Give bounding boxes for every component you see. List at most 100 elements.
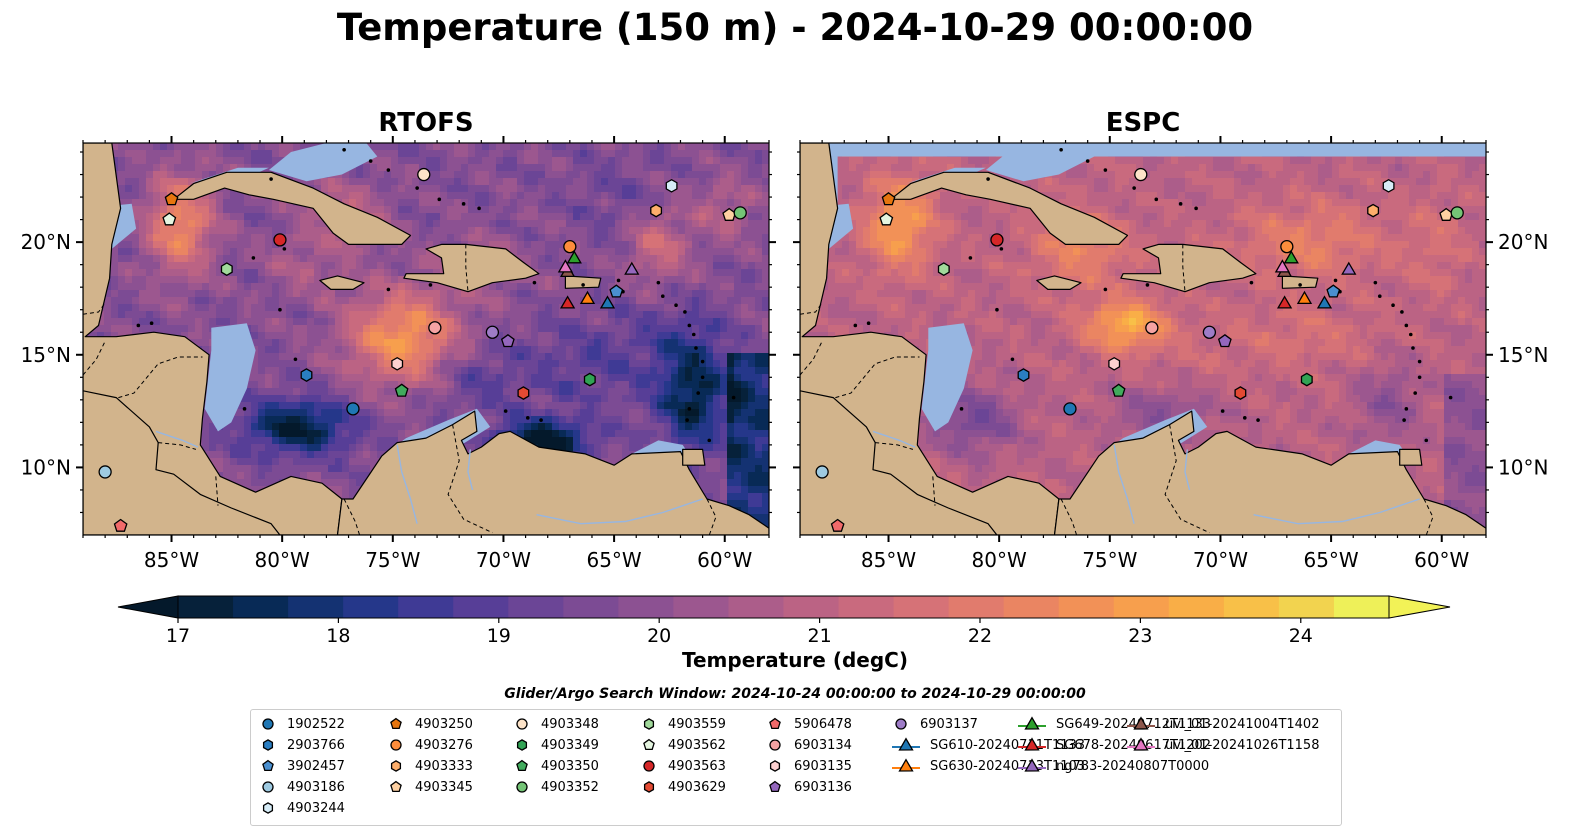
obs-marker-4903559[interactable] (220, 262, 233, 277)
obs-marker-6903134[interactable] (428, 321, 442, 335)
obs-marker-4903350[interactable] (1111, 383, 1126, 397)
obs-marker-4903348[interactable] (1134, 167, 1148, 182)
obs-marker-4903348[interactable] (417, 167, 431, 182)
obs-marker-6903134[interactable] (1145, 321, 1159, 335)
lat-tick-label: 15°N (21, 343, 71, 367)
obs-marker-3902457[interactable] (609, 284, 624, 298)
obs-marker-4903629[interactable] (1234, 386, 1247, 400)
obs-marker-4903244[interactable] (665, 178, 678, 193)
obs-marker-6903137[interactable] (1202, 325, 1217, 339)
island (1298, 283, 1302, 287)
legend-item: 4903244 (259, 798, 345, 818)
legend-label: 4903345 (415, 779, 473, 795)
island (1220, 409, 1225, 413)
obs-marker-4903352[interactable] (733, 206, 747, 220)
obs-marker-SG630-20240713T1103[interactable] (1296, 290, 1313, 305)
legend-item: 6903135 (766, 756, 852, 776)
colorbar-bin (728, 596, 784, 618)
hexagon-marker-icon (262, 739, 274, 751)
river (1253, 498, 1420, 525)
island (1413, 391, 1417, 395)
obs-marker-6903135[interactable] (391, 356, 404, 371)
obs-marker-4903276[interactable] (1280, 239, 1294, 254)
obs-marker-4903563[interactable] (990, 233, 1004, 247)
island (386, 287, 391, 292)
island (136, 323, 141, 328)
obs-marker-4903250[interactable] (164, 191, 179, 206)
obs-marker-4903186[interactable] (815, 465, 829, 479)
obs-marker-SG678-20240617T1202[interactable] (1276, 295, 1293, 309)
pentagon-marker-icon (262, 759, 274, 772)
legend-item: 4903563 (640, 756, 726, 776)
obs-marker-4903186[interactable] (98, 465, 112, 479)
obs-marker-4903333[interactable] (650, 203, 663, 218)
legend-item: SG649-20240712T1133 (1018, 714, 1211, 734)
hexagon-marker-icon (643, 718, 655, 730)
country-border (1060, 498, 1078, 535)
obs-marker-uvi_01-20241026T1158[interactable] (557, 259, 574, 273)
obs-marker-SG649-20240712T1133[interactable] (1283, 250, 1299, 264)
island (415, 186, 419, 190)
colorbar-label: Temperature (degC) (682, 648, 908, 672)
obs-marker-4903562[interactable] (162, 212, 177, 226)
obs-marker-SG630-20240713T1103[interactable] (579, 290, 596, 305)
triangle-marker-icon (1127, 716, 1155, 730)
obs-marker-SG610-20240711T1133[interactable] (1316, 295, 1333, 309)
obs-marker-6903136[interactable] (500, 333, 515, 348)
legend-item: 4903348 (513, 714, 599, 734)
obs-marker-2903766[interactable] (300, 368, 313, 382)
obs-marker-2903766[interactable] (1017, 368, 1030, 382)
island (525, 416, 530, 420)
legend-label: 1902522 (287, 716, 345, 732)
island (477, 206, 481, 211)
island (1377, 294, 1382, 298)
pentagon-marker-icon (769, 717, 781, 730)
island (342, 147, 346, 152)
obs-marker-ng783-20240807T0000[interactable] (1341, 261, 1357, 275)
obs-marker-ng783-20240807T0000[interactable] (624, 261, 640, 275)
obs-marker-5906478[interactable] (830, 518, 845, 532)
obs-marker-5906478[interactable] (113, 518, 128, 532)
obs-marker-4903352[interactable] (1450, 206, 1464, 220)
obs-marker-4903349[interactable] (1300, 372, 1313, 387)
colorbar-bin (1003, 596, 1060, 618)
colorbar: 17 18 19 20 21 22 23 24 (117, 595, 1451, 646)
obs-marker-1902522[interactable] (346, 402, 360, 416)
obs-marker-4903562[interactable] (879, 212, 894, 226)
obs-marker-4903349[interactable] (583, 372, 596, 387)
island (700, 375, 705, 380)
obs-marker-SG678-20240617T1202[interactable] (559, 295, 576, 309)
island (149, 321, 154, 326)
obs-marker-3902457[interactable] (1326, 284, 1341, 298)
island (683, 310, 687, 314)
search-window-caption: Glider/Argo Search Window: 2024-10-24 00… (504, 686, 1086, 702)
colorbar-tick-label: 23 (1128, 625, 1152, 646)
island (1411, 346, 1415, 350)
land-south (336, 410, 769, 535)
pentagon-marker-icon (516, 759, 528, 772)
obs-marker-4903350[interactable] (394, 383, 409, 397)
obs-marker-6903137[interactable] (485, 325, 500, 339)
legend-label: ng783-20240807T0000 (1056, 758, 1210, 774)
obs-marker-SG649-20240712T1133[interactable] (566, 250, 582, 264)
obs-marker-4903629[interactable] (517, 386, 530, 400)
island (532, 280, 537, 285)
legend-label: 4903562 (668, 737, 726, 753)
obs-marker-4903333[interactable] (1367, 203, 1380, 218)
obs-marker-4903250[interactable] (881, 191, 896, 206)
obs-marker-4903276[interactable] (563, 239, 577, 254)
colorbar-bin (233, 596, 289, 618)
obs-marker-4903559[interactable] (937, 262, 950, 277)
obs-marker-6903135[interactable] (1108, 356, 1121, 371)
obs-marker-1902522[interactable] (1063, 402, 1077, 416)
circle-marker-icon (262, 781, 274, 793)
obs-marker-4903244[interactable] (1382, 178, 1395, 193)
obs-marker-uvi_01-20241026T1158[interactable] (1274, 259, 1291, 273)
obs-marker-4903563[interactable] (273, 233, 287, 247)
obs-marker-6903136[interactable] (1217, 333, 1232, 348)
obs-marker-SG610-20240711T1133[interactable] (599, 295, 616, 309)
legend-label: 4903350 (541, 758, 599, 774)
lon-tick-label: 60°W (1414, 548, 1469, 572)
colorbar-bin (1333, 596, 1390, 618)
legend-label: 4903276 (415, 737, 473, 753)
